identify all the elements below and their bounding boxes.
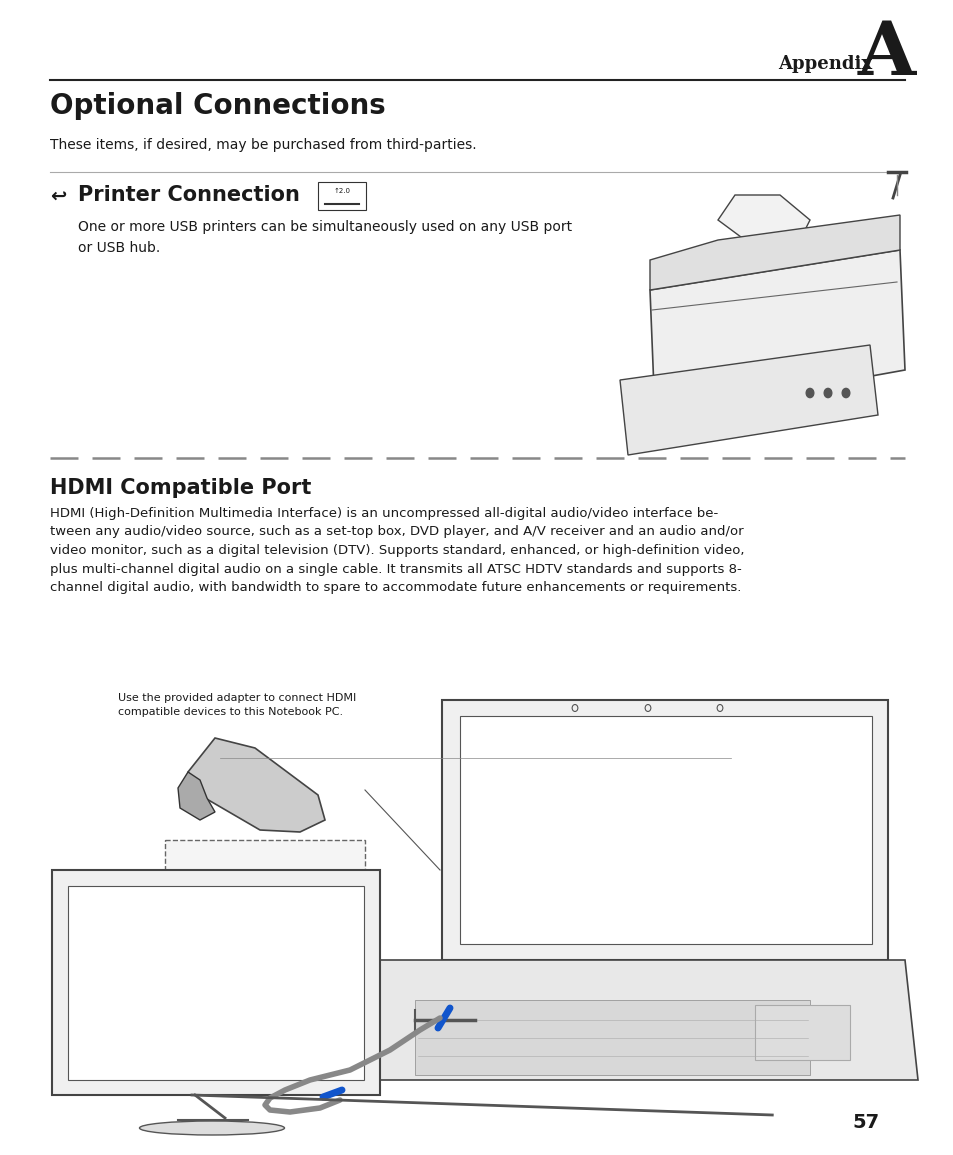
Circle shape (823, 388, 831, 397)
Bar (415, 1000, 809, 1075)
Circle shape (841, 388, 849, 397)
Polygon shape (178, 772, 214, 820)
Text: Appendix: Appendix (778, 55, 871, 73)
Polygon shape (649, 215, 899, 290)
Text: These items, if desired, may be purchased from third-parties.: These items, if desired, may be purchase… (50, 137, 476, 152)
Text: Optional Connections: Optional Connections (50, 92, 385, 120)
Text: Use the provided adapter to connect HDMI
compatible devices to this Notebook PC.: Use the provided adapter to connect HDMI… (118, 693, 355, 717)
Polygon shape (188, 738, 325, 832)
Polygon shape (459, 716, 871, 944)
Text: HDMI (High-Definition Multimedia Interface) is an uncompressed all-digital audio: HDMI (High-Definition Multimedia Interfa… (50, 507, 743, 594)
Bar (317, 182, 366, 210)
Ellipse shape (139, 1122, 284, 1135)
Text: HDMI Compatible Port: HDMI Compatible Port (50, 478, 311, 498)
Text: ↑2.0: ↑2.0 (334, 188, 350, 194)
Bar (754, 1005, 849, 1060)
Polygon shape (68, 886, 364, 1080)
Polygon shape (368, 960, 917, 1080)
Text: 57: 57 (852, 1113, 879, 1132)
Bar (165, 840, 365, 1005)
Polygon shape (649, 249, 904, 415)
Polygon shape (52, 870, 379, 1095)
Text: ↩: ↩ (50, 188, 67, 207)
Polygon shape (619, 345, 877, 455)
Polygon shape (718, 195, 809, 240)
Circle shape (805, 388, 813, 397)
Text: Printer Connection: Printer Connection (78, 185, 299, 204)
Text: A: A (857, 18, 915, 91)
Text: One or more USB printers can be simultaneously used on any USB port
or USB hub.: One or more USB printers can be simultan… (78, 219, 572, 254)
Polygon shape (441, 700, 887, 960)
